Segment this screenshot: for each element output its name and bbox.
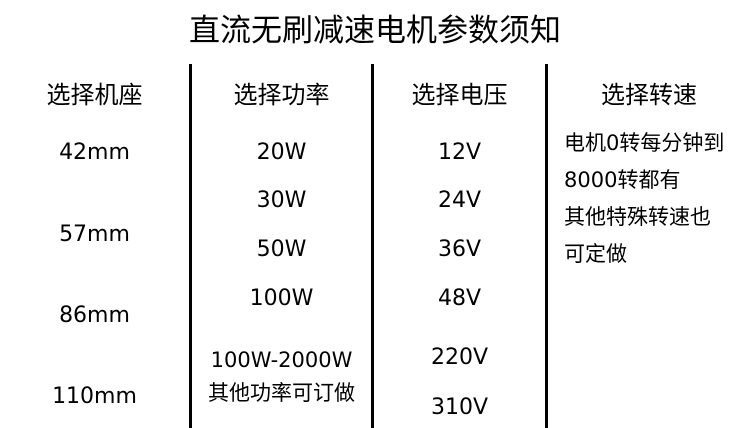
cell-speed-line-2: 8000转都有 bbox=[564, 168, 681, 192]
cell-voltage-48v: 48V bbox=[437, 286, 482, 311]
cell-power-30w: 30W bbox=[256, 188, 307, 213]
cell-speed-line-3: 其他特殊转速也 bbox=[564, 205, 711, 229]
cell-frame-size-86mm: 86mm bbox=[59, 303, 130, 328]
cell-power-custom-note: 其他功率可订做 bbox=[208, 381, 355, 405]
cell-power-20w: 20W bbox=[256, 140, 307, 165]
column-divider-3 bbox=[545, 64, 548, 428]
cell-voltage-220v: 220V bbox=[430, 345, 489, 370]
cell-frame-size-42mm: 42mm bbox=[59, 140, 130, 165]
cell-frame-size-110mm: 110mm bbox=[52, 384, 137, 409]
cell-speed-line-1: 电机0转每分钟到 bbox=[564, 131, 725, 155]
cell-power-100w: 100W bbox=[249, 286, 314, 311]
cell-voltage-36v: 36V bbox=[437, 237, 482, 262]
cell-voltage-12v: 12V bbox=[437, 140, 482, 165]
column-header-frame-size: 选择机座 bbox=[46, 81, 143, 109]
cell-voltage-24v: 24V bbox=[437, 188, 482, 213]
cell-power-50w: 50W bbox=[256, 237, 307, 262]
column-header-voltage: 选择电压 bbox=[411, 81, 508, 109]
column-header-speed: 选择转速 bbox=[601, 81, 697, 109]
column-divider-2 bbox=[371, 64, 374, 428]
cell-power-range: 100W-2000W bbox=[210, 348, 353, 372]
cell-frame-size-57mm: 57mm bbox=[59, 222, 130, 247]
column-divider-1 bbox=[189, 64, 192, 428]
cell-speed-line-4: 可定做 bbox=[564, 242, 627, 266]
cell-voltage-310v: 310V bbox=[430, 395, 489, 420]
page-title: 直流无刷减速电机参数须知 bbox=[189, 13, 561, 49]
column-header-power: 选择功率 bbox=[233, 81, 330, 109]
